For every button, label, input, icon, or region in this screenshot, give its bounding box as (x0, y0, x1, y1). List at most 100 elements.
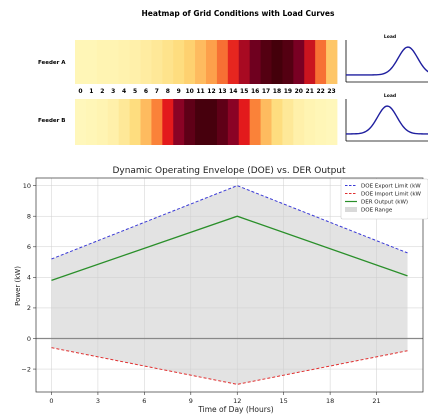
heat-cell (216, 40, 229, 84)
heat-cell (195, 40, 207, 84)
y-tick-label: 2 (27, 304, 31, 312)
x-tick-label: 6 (142, 397, 146, 405)
legend-label-doe-range: DOE Range (361, 208, 393, 214)
line-chart-title: Dynamic Operating Envelope (DOE) vs. DER… (112, 166, 346, 176)
hour-tick-label: 20 (295, 88, 303, 95)
heat-cell (282, 99, 294, 145)
hour-tick-label: 4 (122, 88, 126, 95)
hour-tick-label: 17 (262, 88, 270, 95)
hour-tick-label: 18 (273, 88, 281, 95)
hour-tick-label: 19 (284, 88, 292, 95)
y-axis-label: Power (kW) (14, 266, 22, 306)
load-inset-title: Load (384, 34, 396, 40)
heat-cell (184, 99, 196, 145)
load-curve (346, 46, 428, 76)
legend-label-der-output: DER Output (kW) (361, 200, 408, 206)
heat-cell (326, 40, 338, 84)
doe-range-fill (51, 185, 408, 385)
heat-cell (249, 40, 261, 84)
heat-cell (85, 99, 98, 145)
heat-cell (260, 40, 272, 84)
y-tick-label: 6 (27, 243, 31, 251)
heat-cell (195, 99, 207, 145)
heat-cell (118, 99, 130, 145)
y-tick-label: 10 (23, 182, 31, 190)
hour-tick-label: 2 (100, 88, 104, 95)
series-lines (51, 185, 408, 385)
heat-cell (293, 99, 305, 145)
y-axis-ticks: −2 0 2 4 6 8 10 (21, 182, 36, 373)
heat-cell (173, 40, 185, 84)
heat-cell (129, 40, 141, 84)
hour-tick-label: 12 (207, 88, 215, 95)
heat-cell (162, 40, 174, 84)
heat-cell (315, 99, 327, 145)
heat-cell (206, 99, 218, 145)
heatmap-hour-ticks: 0 1 2 3 4 5 6 7 8 9 10 11 12 13 14 15 16 17 18 19 20 21 22 23 (78, 88, 335, 95)
heat-cell (206, 40, 218, 84)
hour-tick-label: 9 (177, 88, 181, 95)
heat-cell (227, 99, 240, 145)
legend-swatch-doe-range (345, 207, 357, 212)
heat-cell (271, 40, 283, 84)
hour-tick-label: 14 (229, 88, 237, 95)
heat-cell (151, 99, 163, 145)
hour-tick-label: 5 (133, 88, 137, 95)
x-tick-label: 15 (280, 397, 288, 405)
hour-tick-label: 22 (316, 88, 324, 95)
x-tick-label: 12 (233, 397, 241, 405)
heatmap-row-feeder-b (75, 99, 338, 145)
export-limit-line (51, 185, 408, 260)
x-tick-label: 18 (326, 397, 334, 405)
heat-cell (227, 40, 240, 84)
heat-cell (173, 99, 185, 145)
hour-tick-label: 21 (306, 88, 314, 95)
x-axis-ticks: 0 3 6 9 12 15 18 21 (49, 392, 381, 405)
hour-tick-label: 7 (155, 88, 159, 95)
load-inset-feeder-a: Load (345, 34, 428, 83)
heat-cell (315, 40, 327, 84)
y-tick-label: 0 (27, 335, 31, 343)
plot-frame (35, 177, 424, 393)
row-label-feeder-a: Feeder A (38, 60, 66, 66)
doe-range-area (51, 185, 408, 385)
heat-cell (326, 99, 338, 145)
heat-cell (271, 99, 283, 145)
y-tick-label: −2 (21, 365, 31, 373)
heat-cell (249, 99, 261, 145)
heatmap-row-feeder-a (75, 40, 338, 84)
hour-tick-label: 13 (218, 88, 226, 95)
grid-lines (36, 178, 423, 392)
x-tick-label: 0 (49, 397, 53, 405)
legend-label-export: DOE Export Limit (kW (361, 184, 421, 190)
heat-cell (282, 40, 294, 84)
heat-cell (140, 99, 152, 145)
heat-cell (304, 99, 316, 145)
hour-tick-label: 15 (240, 88, 248, 95)
hour-tick-label: 8 (166, 88, 170, 95)
load-inset-feeder-b: Load (345, 93, 428, 142)
hour-tick-label: 1 (89, 88, 93, 95)
heat-cell (75, 99, 87, 145)
import-limit-line (51, 347, 408, 385)
heat-cell (162, 99, 174, 145)
heat-cell (216, 99, 229, 145)
heat-cell (140, 40, 152, 84)
heat-cell (107, 99, 120, 145)
legend: DOE Export Limit (kW DOE Import Limit (k… (340, 178, 428, 220)
heat-cell (260, 99, 272, 145)
hour-tick-label: 6 (144, 88, 148, 95)
heat-cell (184, 40, 196, 84)
y-tick-label: 4 (27, 274, 31, 282)
legend-box (340, 178, 428, 220)
heat-cell (85, 40, 98, 84)
heatmap-title: Heatmap of Grid Conditions with Load Cur… (142, 9, 335, 18)
load-curve (345, 105, 428, 135)
heat-cell (293, 40, 305, 84)
hour-tick-label: 10 (185, 88, 193, 95)
heat-cell (151, 40, 163, 84)
x-tick-label: 9 (189, 397, 193, 405)
heat-cell (238, 99, 251, 145)
x-tick-label: 3 (96, 397, 100, 405)
